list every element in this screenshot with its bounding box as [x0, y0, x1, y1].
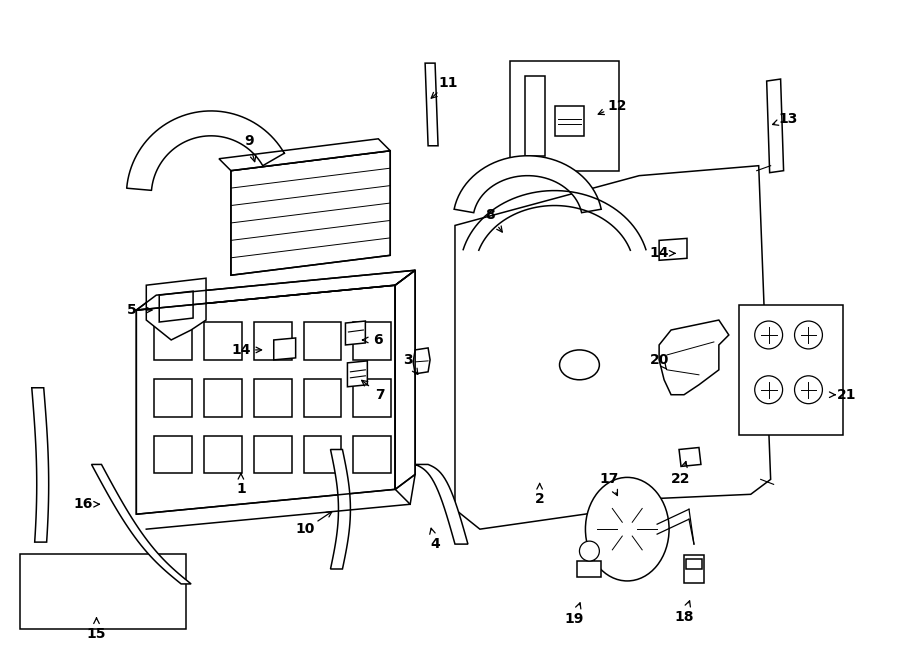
Polygon shape — [354, 322, 392, 360]
Text: 12: 12 — [608, 99, 627, 113]
Text: 11: 11 — [438, 76, 458, 90]
Polygon shape — [578, 561, 601, 577]
Text: 7: 7 — [375, 388, 385, 402]
Polygon shape — [254, 322, 292, 360]
Text: 16: 16 — [74, 497, 94, 511]
Polygon shape — [159, 291, 194, 322]
Text: 19: 19 — [565, 612, 584, 626]
Polygon shape — [679, 447, 701, 467]
Polygon shape — [554, 106, 584, 136]
Polygon shape — [204, 436, 242, 473]
Text: 18: 18 — [674, 610, 694, 624]
Polygon shape — [136, 285, 395, 514]
Text: 13: 13 — [778, 112, 798, 126]
Text: 2: 2 — [535, 492, 544, 506]
Polygon shape — [32, 388, 49, 542]
Circle shape — [795, 376, 823, 404]
Polygon shape — [454, 156, 601, 213]
Polygon shape — [413, 348, 430, 374]
Text: 1: 1 — [236, 483, 246, 496]
Polygon shape — [415, 465, 468, 544]
Polygon shape — [354, 379, 392, 416]
Ellipse shape — [585, 477, 669, 581]
Text: 9: 9 — [244, 134, 254, 148]
Text: 4: 4 — [430, 537, 440, 551]
Circle shape — [755, 376, 783, 404]
Polygon shape — [219, 139, 391, 171]
Polygon shape — [254, 379, 292, 416]
Polygon shape — [154, 436, 192, 473]
Polygon shape — [347, 361, 367, 387]
Text: 15: 15 — [86, 627, 106, 641]
Polygon shape — [659, 239, 687, 260]
Circle shape — [755, 321, 783, 349]
Polygon shape — [274, 338, 296, 360]
Polygon shape — [20, 554, 186, 629]
Circle shape — [580, 541, 599, 561]
Polygon shape — [154, 379, 192, 416]
Polygon shape — [330, 449, 350, 569]
Text: 14: 14 — [231, 343, 250, 357]
Polygon shape — [659, 320, 729, 395]
Polygon shape — [303, 436, 341, 473]
Polygon shape — [767, 79, 784, 173]
Text: 6: 6 — [374, 333, 383, 347]
Text: 3: 3 — [403, 353, 413, 367]
Polygon shape — [154, 322, 192, 360]
Text: 17: 17 — [599, 473, 619, 486]
Polygon shape — [204, 322, 242, 360]
Polygon shape — [136, 270, 415, 310]
Text: 20: 20 — [650, 353, 669, 367]
Polygon shape — [395, 270, 415, 489]
Text: 5: 5 — [127, 303, 136, 317]
Polygon shape — [739, 305, 843, 434]
Circle shape — [795, 321, 823, 349]
Polygon shape — [509, 61, 619, 171]
Polygon shape — [254, 436, 292, 473]
Polygon shape — [525, 76, 544, 156]
Polygon shape — [346, 321, 365, 345]
Polygon shape — [303, 322, 341, 360]
Polygon shape — [425, 63, 438, 146]
Polygon shape — [231, 151, 391, 275]
Text: 10: 10 — [296, 522, 315, 536]
Polygon shape — [303, 379, 341, 416]
Ellipse shape — [560, 350, 599, 380]
Polygon shape — [147, 278, 206, 340]
Polygon shape — [92, 465, 191, 584]
Text: 8: 8 — [485, 208, 495, 223]
Polygon shape — [684, 555, 704, 583]
Polygon shape — [204, 379, 242, 416]
Polygon shape — [455, 166, 770, 529]
Text: 22: 22 — [671, 473, 691, 486]
Polygon shape — [354, 436, 392, 473]
Polygon shape — [686, 559, 702, 569]
Text: 14: 14 — [650, 247, 669, 260]
Text: 21: 21 — [837, 388, 856, 402]
